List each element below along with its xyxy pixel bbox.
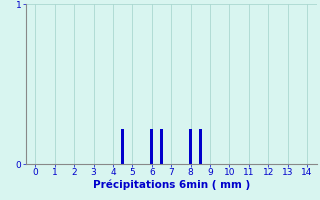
Bar: [160, 129, 163, 164]
X-axis label: Précipitations 6min ( mm ): Précipitations 6min ( mm ): [92, 180, 250, 190]
Bar: [150, 129, 153, 164]
Bar: [189, 129, 192, 164]
Bar: [199, 129, 202, 164]
Bar: [121, 129, 124, 164]
